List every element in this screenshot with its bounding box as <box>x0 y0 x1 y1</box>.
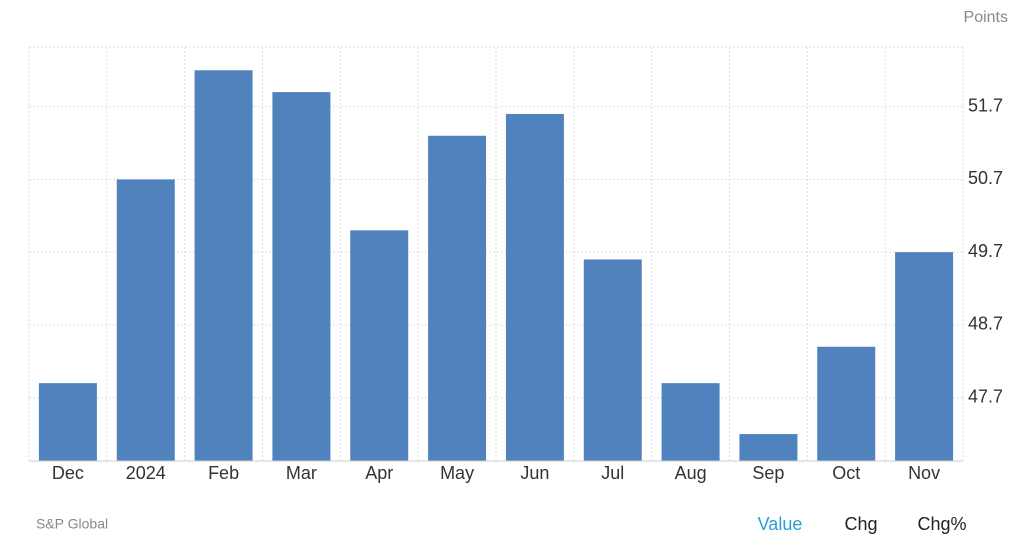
bar <box>817 346 876 461</box>
x-tick-label: Jun <box>520 463 549 483</box>
x-tick-label: May <box>440 463 474 483</box>
bar <box>583 259 642 461</box>
bar <box>428 135 487 462</box>
y-tick-label: 51.7 <box>968 95 1003 115</box>
x-tick-label: 2024 <box>126 463 166 483</box>
tab-value[interactable]: Value <box>758 514 803 534</box>
bar <box>194 70 253 461</box>
x-tick-label: Dec <box>52 463 84 483</box>
y-tick-label: 50.7 <box>968 168 1003 188</box>
bar <box>116 179 175 461</box>
bar <box>661 383 720 461</box>
y-tick-label: 49.7 <box>968 241 1003 261</box>
bar <box>505 113 564 462</box>
x-tick-label: Apr <box>365 463 393 483</box>
bar <box>739 434 798 461</box>
bar <box>272 92 331 461</box>
x-tick-label: Aug <box>675 463 707 483</box>
x-tick-label: Mar <box>286 463 317 483</box>
y-tick-label: 48.7 <box>968 314 1003 334</box>
y-tick-label: 47.7 <box>968 386 1003 406</box>
unit-label: Points <box>964 9 1008 26</box>
x-tick-label: Feb <box>208 463 239 483</box>
tab-chg[interactable]: Chg <box>844 514 877 534</box>
x-tick-label: Nov <box>908 463 940 483</box>
bar <box>350 230 409 461</box>
x-tick-label: Jul <box>601 463 624 483</box>
bar <box>38 383 97 461</box>
x-tick-label: Sep <box>752 463 784 483</box>
source: S&P Global <box>36 516 108 532</box>
bar <box>895 252 954 461</box>
tab-chg-pct[interactable]: Chg% <box>917 514 966 534</box>
x-tick-label: Oct <box>832 463 860 483</box>
